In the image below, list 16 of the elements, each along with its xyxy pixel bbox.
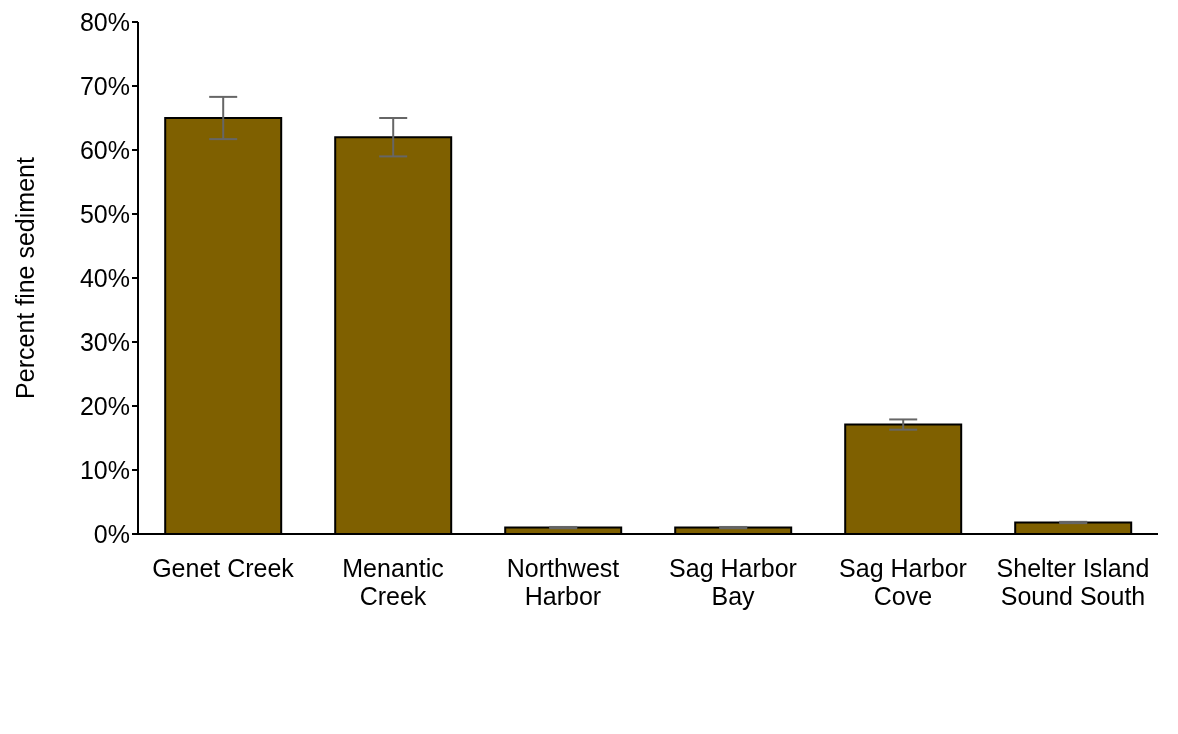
x-tick-label: Shelter Island Sound South [996, 553, 1150, 611]
x-tick-label: Sag Harbor Bay [669, 553, 797, 611]
y-tick-label: 30% [79, 327, 130, 356]
x-tick-label: Menantic Creek [342, 553, 444, 611]
y-tick-label: 60% [79, 135, 130, 164]
y-axis-title: Percent fine sediment [10, 157, 39, 399]
y-tick-label: 50% [79, 199, 130, 228]
y-tick-label: 0% [93, 519, 130, 548]
y-tick-label: 20% [79, 391, 130, 420]
y-tick-label: 40% [79, 263, 130, 292]
x-tick-label: Genet Creek [152, 553, 295, 582]
y-tick-label: 80% [79, 7, 130, 36]
y-tick-label: 70% [79, 71, 130, 100]
y-tick-label: 10% [79, 455, 130, 484]
x-tick-label: Sag Harbor Cove [839, 553, 967, 611]
x-tick-label: Northwest Harbor [506, 553, 620, 611]
